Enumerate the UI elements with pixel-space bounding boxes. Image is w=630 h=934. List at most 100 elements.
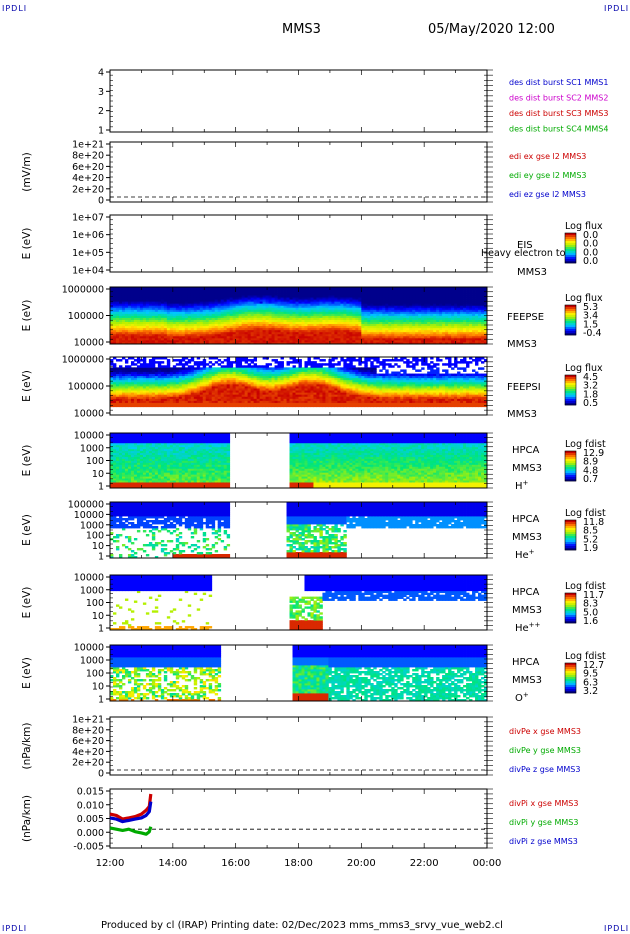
ytick-label-hpca_he-0: 1: [98, 552, 104, 563]
panel-feepsi: 10000 100000 1000000 E (eV) FEEPSI MMS3 Log fl…: [21, 355, 603, 421]
ytick-label-hpca_h-0: 1: [98, 482, 104, 493]
ytick-label-hpca_hepp-4: 10000: [74, 573, 104, 584]
instrument-hpca_h: HPCA: [512, 445, 540, 456]
ytick-label-edi-2: 4e+20: [72, 173, 104, 184]
colorbar-tick-hpca_h-1: 8.9: [583, 457, 598, 468]
spacecraft-hpca_o: MMS3: [512, 675, 542, 686]
spacecraft-eis: MMS3: [517, 267, 547, 278]
series-divpi-2: [109, 801, 153, 824]
panel-frame-divpi: [109, 788, 488, 849]
overlay-eis: Heavy electron to: [481, 248, 566, 259]
ytick-label-edi-1: 2e+20: [72, 184, 104, 195]
colorbar-tick-hpca_hepp-2: 5.0: [583, 607, 598, 618]
ytick-label-divpe-1: 2e+20: [72, 758, 104, 769]
ytick-label-hpca_hepp-1: 10: [92, 611, 104, 622]
ytick-label-hpca_hepp-3: 1000: [80, 585, 104, 596]
legend-divpi-2: divPi z gse MMS3: [509, 837, 578, 846]
species-hpca_o: O+: [515, 691, 529, 704]
colorbar-tick-feepse-0: 5.3: [583, 302, 598, 313]
time-label-6: 00:00: [473, 858, 502, 869]
spacecraft-feepsi: MMS3: [507, 409, 537, 420]
ytick-label-feepsi-1: 100000: [68, 382, 104, 393]
legend-edi-1: edi ey gse l2 MMS3: [509, 171, 587, 180]
instrument-hpca_hepp: HPCA: [512, 587, 540, 598]
colorbar-feepsi: [564, 374, 577, 406]
colorbar-tick-feepse-2: 1.5: [583, 319, 598, 330]
ylabel-divpe: (nPa/km): [21, 723, 33, 770]
colorbar-tick-hpca_he-2: 5.2: [583, 534, 598, 545]
colorbar-eis: [564, 232, 577, 264]
corner-label-top-right: IPDLI: [604, 4, 630, 13]
ytick-label-hpca_o-4: 10000: [74, 643, 104, 654]
ylabel-eis: E (eV): [21, 228, 33, 260]
species-hpca_he: He+: [515, 548, 535, 561]
colorbar-tick-eis-1: 0.0: [583, 239, 598, 250]
time-label-1: 14:00: [158, 858, 187, 869]
corner-label-bottom-right: IPDLI: [604, 924, 630, 933]
colorbar-hpca_o: [564, 662, 577, 694]
ytick-label-hpca_hepp-0: 1: [98, 624, 104, 635]
ytick-label-desdist-2: 3: [98, 87, 104, 98]
time-label-3: 18:00: [284, 858, 313, 869]
legend-divpe-2: divPe z gse MMS3: [509, 765, 580, 774]
legend-divpe-1: divPe y gse MMS3: [509, 746, 581, 755]
ytick-label-desdist-3: 4: [98, 68, 104, 79]
heatmap-feepsi: [110, 357, 488, 408]
ytick-label-divpe-3: 6e+20: [72, 736, 104, 747]
series-divpi-0: [109, 793, 153, 821]
panel-hpca_o: 1 10 100 1000 10000 E (eV) HPCA MMS3 O+ Log fdist…: [21, 643, 606, 706]
corner-label-bottom-left: IPDLI: [2, 924, 28, 933]
ytick-label-desdist-1: 2: [98, 106, 104, 117]
ytick-label-hpca_o-0: 1: [98, 695, 104, 706]
ytick-label-divpi-4: 0.015: [77, 787, 104, 798]
ytick-label-hpca_h-2: 100: [86, 456, 104, 467]
footer-credit: Produced by cl (IRAP) Printing date: 02/…: [101, 920, 503, 931]
ytick-label-edi-5: 1e+21: [72, 140, 104, 151]
panel-divpi: -0.005 0.000 0.005 0.010 0.015 (nPa/km) divPi …: [21, 787, 578, 853]
ytick-label-hpca_h-3: 1000: [80, 443, 104, 454]
ytick-label-edi-4: 8e+20: [72, 151, 104, 162]
colorbar-tick-feepsi-2: 1.8: [583, 389, 598, 400]
panel-desdist: 1 2 3 4 des dist burst SC1 MMS1 des dist burs…: [98, 68, 608, 137]
colorbar-tick-hpca_h-2: 4.8: [583, 465, 598, 476]
colorbar-tick-eis-0: 0.0: [583, 230, 598, 241]
colorbar-title-feepsi: Log flux: [565, 363, 603, 374]
ytick-label-hpca_o-2: 100: [86, 669, 104, 680]
colorbar-tick-feepsi-1: 3.2: [583, 381, 598, 392]
colorbar-title-hpca_h: Log fdist: [565, 439, 606, 450]
colorbar-tick-hpca_hepp-0: 11.7: [583, 590, 604, 601]
colorbar-hpca_h: [564, 450, 577, 482]
ytick-label-hpca_he-4: 10000: [74, 510, 104, 521]
colorbar-tick-hpca_o-3: 3.2: [583, 686, 598, 697]
legend-desdist-1: des dist burst SC2 MMS2: [509, 94, 608, 103]
ylabel-feepsi: E (eV): [21, 370, 33, 402]
colorbar-tick-feepsi-3: 0.5: [583, 398, 598, 409]
ytick-label-eis-1: 1e+05: [72, 248, 104, 259]
ytick-label-feepse-2: 1000000: [62, 285, 104, 296]
panel-frame-edi: [109, 141, 488, 203]
ylabel-hpca_h: E (eV): [21, 445, 33, 477]
colorbar-tick-feepse-1: 3.4: [583, 311, 598, 322]
colorbar-tick-eis-3: 0.0: [583, 256, 598, 267]
ylabel-hpca_hepp: E (eV): [21, 587, 33, 619]
colorbar-hpca_hepp: [564, 592, 577, 624]
heatmap-hpca_he: [110, 502, 488, 559]
panel-frame-eis: [109, 214, 488, 273]
panel-eis: 1e+04 1e+05 1e+06 1e+07 E (eV) EIS MMS3 Heavy e…: [21, 213, 603, 279]
ytick-label-divpi-1: 0.000: [77, 828, 104, 839]
legend-desdist-0: des dist burst SC1 MMS1: [509, 78, 608, 87]
ytick-label-divpe-4: 8e+20: [72, 725, 104, 736]
heatmap-hpca_o: [110, 645, 488, 702]
ytick-label-feepsi-0: 10000: [74, 409, 104, 420]
colorbar-tick-hpca_h-0: 12.9: [583, 448, 604, 459]
heatmap-feepse: [110, 287, 488, 345]
species-hpca_h: H+: [515, 479, 529, 492]
colorbar-tick-hpca_he-1: 8.5: [583, 526, 598, 537]
instrument-eis: EIS: [517, 240, 533, 251]
legend-edi-0: edi ex gse l2 MMS3: [509, 152, 586, 161]
colorbar-tick-feepse-3: -0.4: [583, 328, 602, 339]
